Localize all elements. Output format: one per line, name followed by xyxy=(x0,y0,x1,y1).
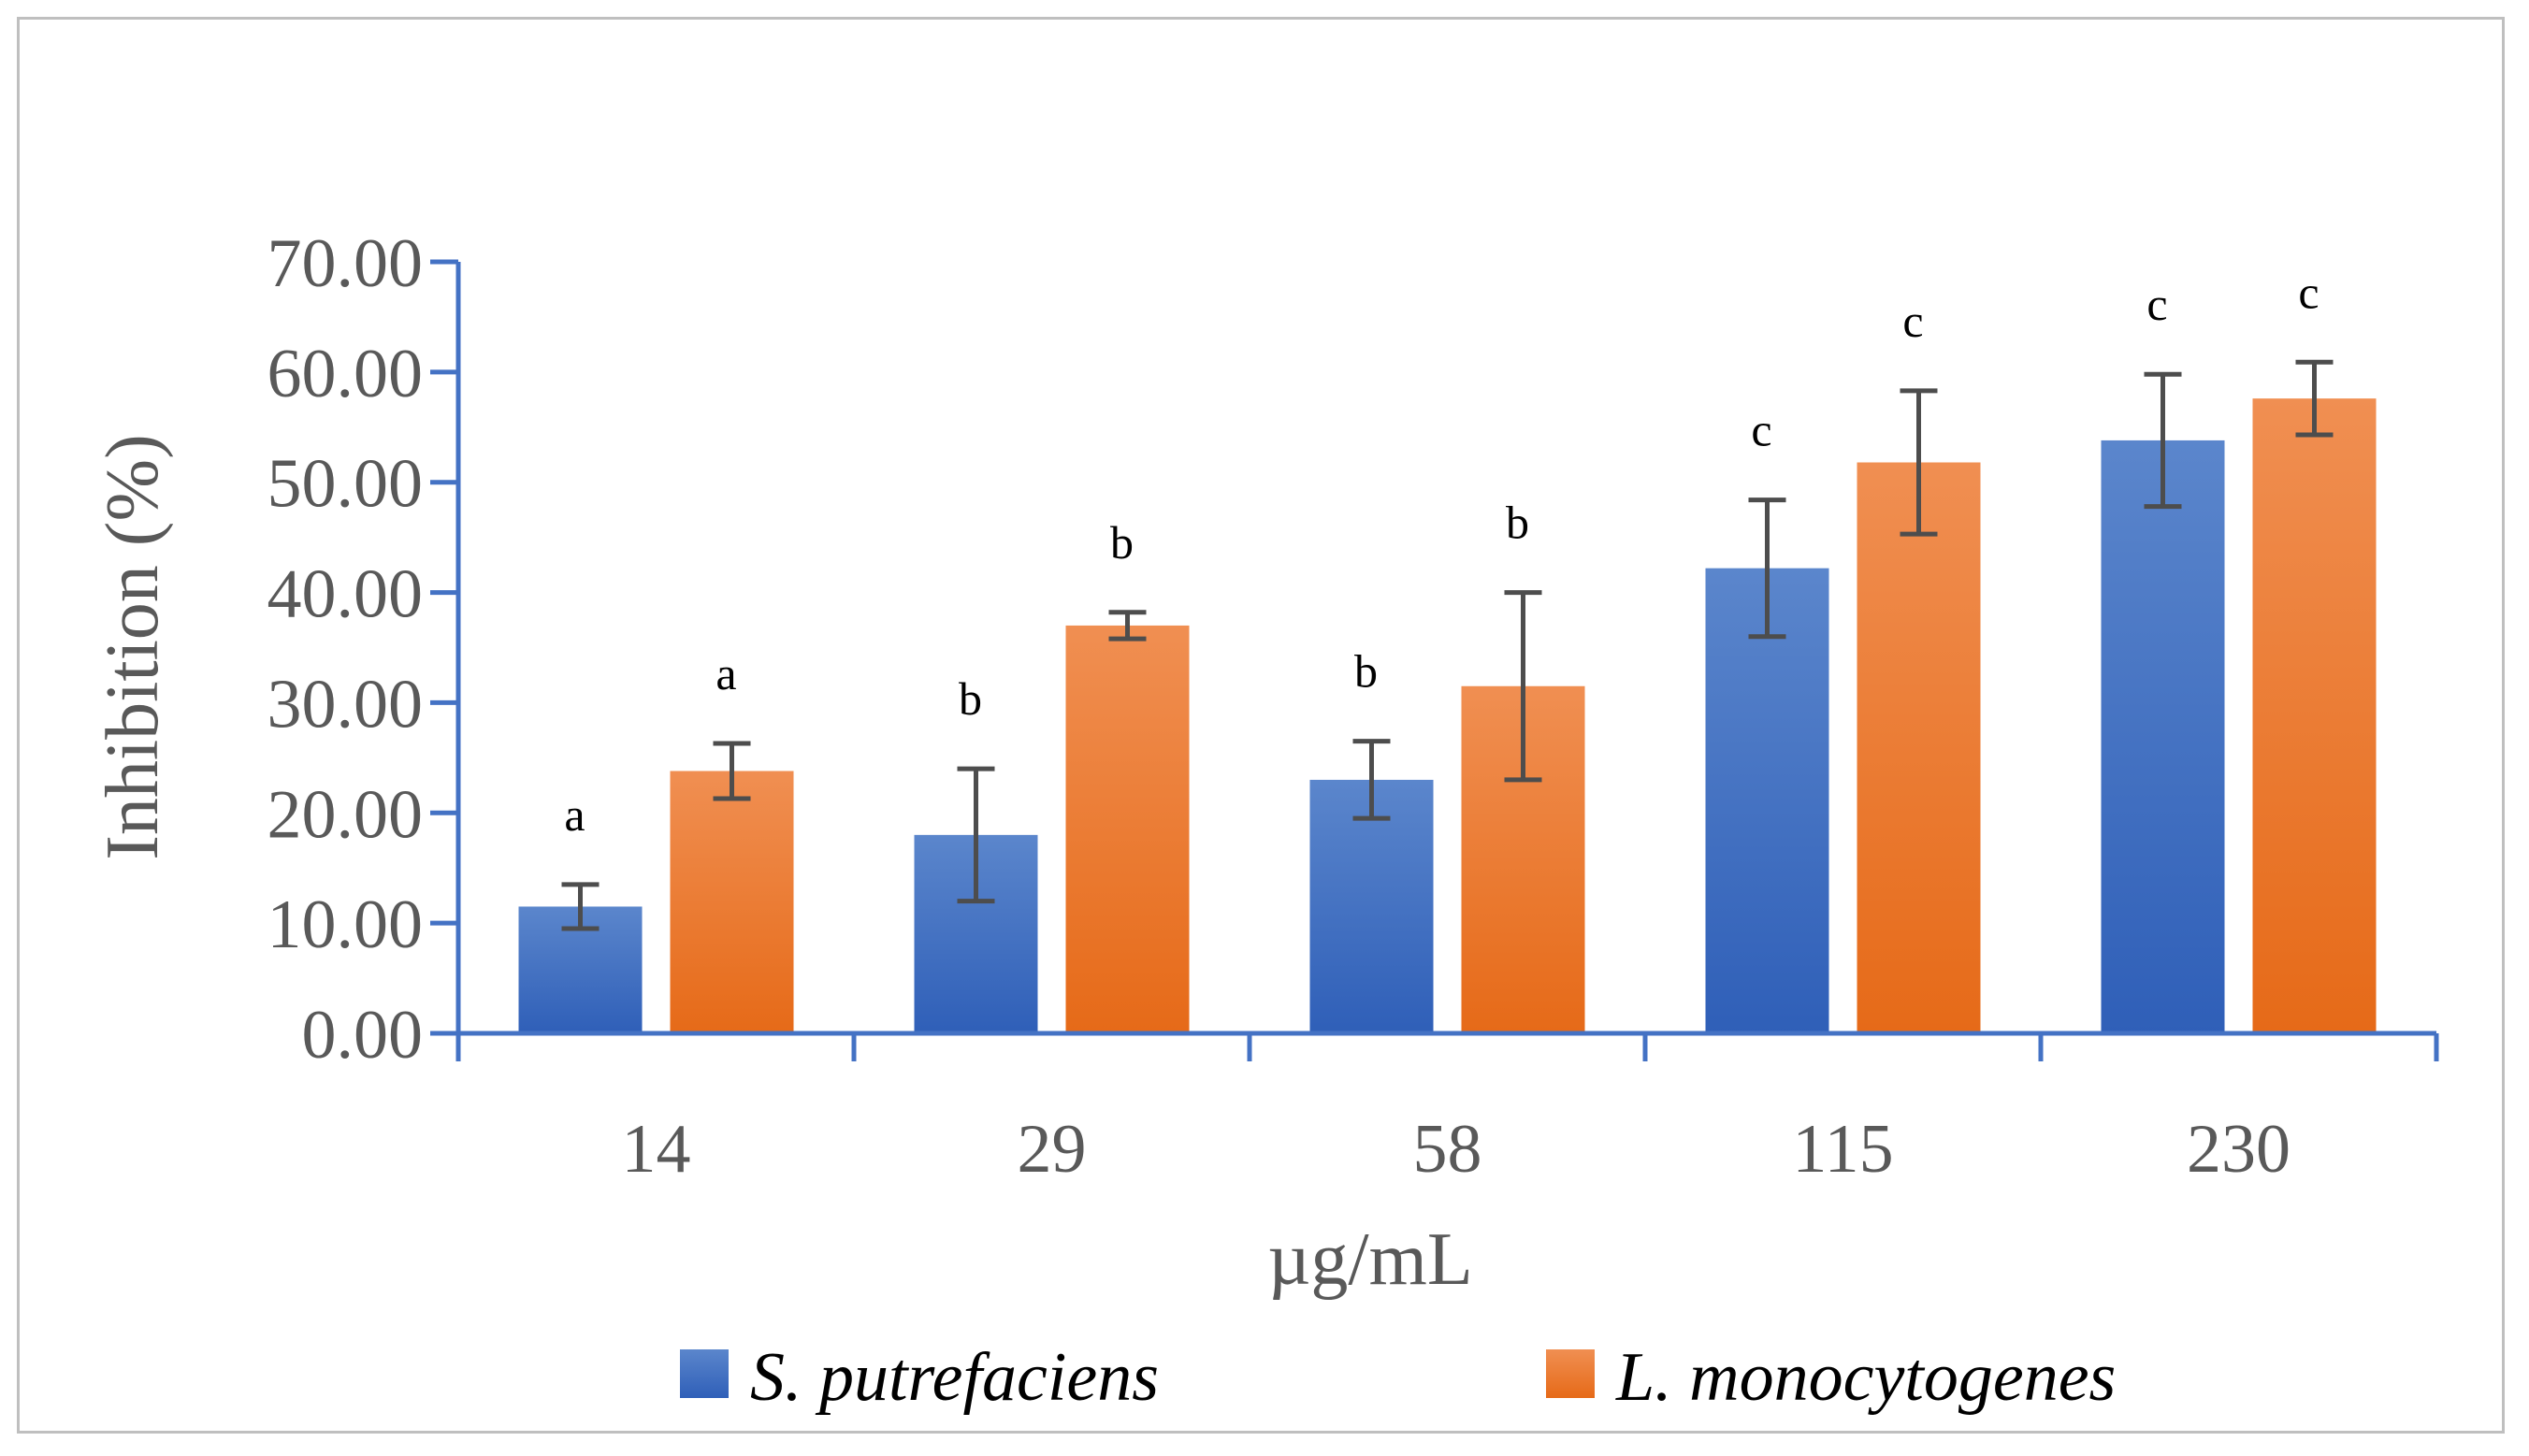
x-tick-label: 29 xyxy=(1018,1111,1087,1188)
bar xyxy=(1857,462,1981,1033)
y-tick-label: 50.00 xyxy=(267,446,424,523)
y-tick-label: 30.00 xyxy=(267,666,424,742)
x-tick-label: 58 xyxy=(1413,1111,1482,1188)
y-axis-title: Inhibition (%) xyxy=(92,434,174,859)
y-tick-label: 70.00 xyxy=(267,225,424,302)
bar xyxy=(670,771,794,1033)
y-tick-label: 10.00 xyxy=(267,887,424,963)
significance-letter: b xyxy=(1354,645,1378,698)
significance-letter: b xyxy=(959,672,982,725)
significance-letter: c xyxy=(2146,278,2167,330)
y-tick-label: 0.00 xyxy=(302,997,424,1074)
legend-label-l-monocytogenes: L. monocytogenes xyxy=(1615,1339,2116,1416)
bar xyxy=(1705,568,1829,1033)
y-tick-label: 60.00 xyxy=(267,336,424,412)
significance-letter: c xyxy=(2298,266,2319,318)
y-tick-label: 20.00 xyxy=(267,776,424,853)
legend: S. putrefaciens L. monocytogenes xyxy=(680,1339,2116,1416)
legend-label-s-putrefaciens: S. putrefaciens xyxy=(750,1339,1159,1416)
chart-frame xyxy=(17,17,2505,1434)
bar xyxy=(2252,398,2377,1034)
y-tick-label: 40.00 xyxy=(267,556,424,633)
significance-letter: a xyxy=(564,788,585,841)
x-tick-label: 115 xyxy=(1792,1111,1893,1188)
significance-letter: c xyxy=(1751,404,1771,456)
bar xyxy=(1309,779,1434,1033)
significance-letter: a xyxy=(715,647,736,699)
bar xyxy=(1065,625,1190,1033)
legend-swatch-l-monocytogenes xyxy=(1546,1349,1595,1398)
significance-letter: b xyxy=(1506,497,1529,549)
significance-letter: c xyxy=(1902,295,1923,347)
x-axis-title: µg/mL xyxy=(1267,1218,1472,1301)
x-tick-label: 230 xyxy=(2187,1111,2291,1188)
legend-swatch-s-putrefaciens xyxy=(680,1349,729,1398)
bar xyxy=(2101,440,2225,1033)
x-tick-label: 14 xyxy=(622,1111,691,1188)
significance-letter: b xyxy=(1110,516,1134,569)
